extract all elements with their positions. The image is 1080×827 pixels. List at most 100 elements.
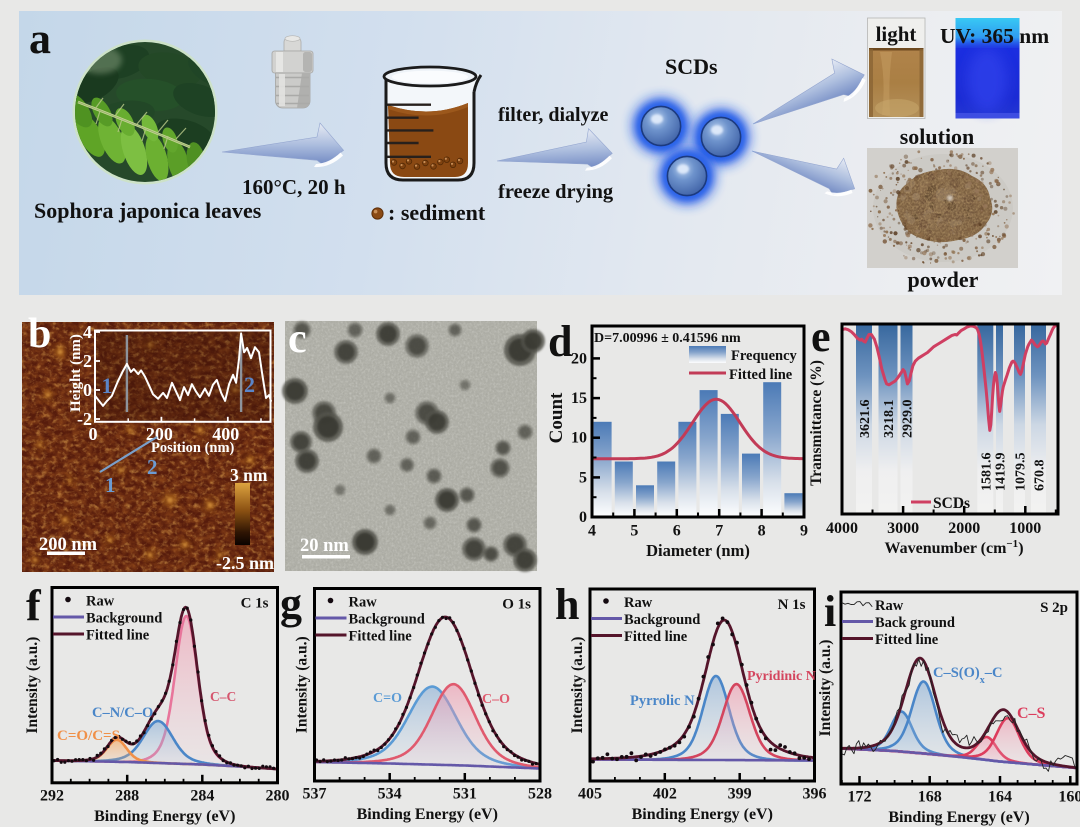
svg-text:402: 402 (653, 786, 677, 803)
svg-text:160°C, 20 h: 160°C, 20 h (242, 175, 346, 199)
svg-text:399: 399 (728, 786, 752, 803)
svg-text:5: 5 (630, 523, 638, 540)
svg-text:4: 4 (83, 322, 92, 342)
svg-text:1419.9: 1419.9 (994, 453, 1009, 492)
svg-text:Diameter (nm): Diameter (nm) (646, 541, 750, 560)
svg-text:2: 2 (147, 455, 158, 479)
svg-text:Fitted line: Fitted line (729, 367, 793, 383)
svg-text:0: 0 (579, 509, 587, 526)
svg-text:400: 400 (212, 424, 239, 444)
svg-text:1581.6: 1581.6 (979, 452, 994, 491)
svg-text:8: 8 (758, 523, 766, 540)
svg-text:O 1s: O 1s (502, 597, 531, 613)
svg-text:172: 172 (847, 789, 871, 806)
svg-text:solution: solution (900, 124, 975, 149)
svg-text:Back ground: Back ground (875, 615, 955, 631)
svg-text:Frequency: Frequency (731, 348, 798, 364)
svg-text:Raw: Raw (624, 595, 653, 611)
svg-text:Fitted line: Fitted line (875, 632, 939, 648)
svg-text:h: h (555, 580, 579, 629)
svg-text:Background: Background (624, 612, 700, 628)
svg-text:light: light (876, 22, 917, 46)
svg-text:i: i (824, 587, 836, 636)
svg-text:200 nm: 200 nm (39, 535, 98, 555)
svg-text:531: 531 (453, 786, 477, 803)
svg-text:freeze drying: freeze drying (498, 181, 614, 203)
svg-text:D=7.00996 ± 0.41596 nm: D=7.00996 ± 0.41596 nm (594, 331, 741, 346)
svg-text:0: 0 (83, 380, 92, 400)
svg-text:SCDs: SCDs (933, 495, 970, 512)
svg-text:288: 288 (115, 787, 139, 804)
svg-text:Binding Energy (eV): Binding Energy (eV) (888, 809, 1029, 826)
svg-text:b: b (28, 311, 51, 357)
svg-text:Fitted line: Fitted line (86, 628, 150, 644)
svg-text:Raw: Raw (349, 595, 378, 611)
svg-text:a: a (29, 14, 51, 63)
svg-text:3218.1: 3218.1 (882, 400, 897, 439)
svg-text:N 1s: N 1s (778, 597, 806, 613)
svg-text:280: 280 (266, 787, 290, 804)
svg-text:9: 9 (800, 523, 808, 540)
svg-text:534: 534 (378, 786, 402, 803)
svg-text:: sediment: : sediment (388, 200, 486, 225)
svg-text:10: 10 (571, 430, 587, 447)
svg-text:C–N/C–O: C–N/C–O (92, 705, 153, 721)
svg-text:Background: Background (349, 612, 425, 628)
svg-text:2: 2 (244, 372, 255, 397)
svg-text:filter, dialyze: filter, dialyze (498, 104, 608, 126)
svg-text:3000: 3000 (887, 520, 919, 537)
svg-text:3621.6: 3621.6 (858, 400, 873, 439)
svg-text:528: 528 (528, 786, 552, 803)
svg-text:4000: 4000 (826, 520, 858, 537)
svg-text:Binding Energy (eV): Binding Energy (eV) (632, 806, 773, 823)
svg-text:Binding Energy (eV): Binding Energy (eV) (94, 808, 235, 825)
svg-text:Binding Energy (eV): Binding Energy (eV) (357, 806, 498, 823)
svg-text:g: g (280, 579, 302, 628)
svg-text:Pyrrolic N: Pyrrolic N (630, 693, 695, 709)
svg-text:UV: 365 nm: UV: 365 nm (940, 24, 1049, 48)
svg-text:160: 160 (1058, 789, 1080, 806)
svg-text:d: d (548, 317, 572, 366)
svg-text:537: 537 (303, 786, 327, 803)
svg-text:c: c (288, 316, 307, 362)
svg-text:2929.0: 2929.0 (901, 400, 916, 439)
svg-text:Pyridinic N: Pyridinic N (747, 669, 816, 684)
svg-text:168: 168 (918, 789, 942, 806)
svg-text:S 2p: S 2p (1040, 600, 1068, 616)
svg-text:670.8: 670.8 (1033, 460, 1048, 492)
svg-text:284: 284 (190, 787, 214, 804)
svg-text:powder: powder (908, 267, 979, 292)
svg-text:-2: -2 (77, 409, 92, 429)
svg-text:Intensity (a.u.): Intensity (a.u.) (569, 637, 586, 734)
svg-text:Count: Count (546, 392, 567, 443)
svg-text:Raw: Raw (86, 594, 115, 610)
svg-text:Height (nm): Height (nm) (68, 334, 84, 412)
svg-text:Background: Background (86, 611, 162, 627)
svg-text:Intensity (a.u.): Intensity (a.u.) (817, 640, 834, 737)
svg-text:20 nm: 20 nm (300, 536, 349, 556)
svg-text:C=O: C=O (373, 691, 402, 706)
svg-text:396: 396 (803, 786, 827, 803)
svg-text:292: 292 (40, 787, 64, 804)
svg-text:SCDs: SCDs (665, 54, 718, 79)
svg-text:1: 1 (105, 473, 116, 497)
svg-text:4: 4 (588, 523, 596, 540)
svg-text:0: 0 (89, 424, 98, 444)
svg-text:C–S: C–S (1017, 705, 1046, 722)
svg-text:Sophora japonica leaves: Sophora japonica leaves (34, 198, 262, 223)
svg-text:-2.5 nm: -2.5 nm (216, 553, 274, 573)
svg-text:C 1s: C 1s (241, 596, 269, 612)
svg-text:Fitted line: Fitted line (624, 629, 688, 645)
svg-text:2: 2 (83, 351, 92, 371)
svg-text:Intensity (a.u.): Intensity (a.u.) (24, 637, 41, 734)
svg-text:1: 1 (102, 373, 113, 398)
svg-text:f: f (26, 581, 42, 630)
svg-text:C–S(O)x–C: C–S(O)x–C (933, 665, 1002, 686)
svg-text:15: 15 (571, 390, 587, 407)
svg-text:1000: 1000 (1009, 520, 1041, 537)
svg-text:164: 164 (988, 789, 1012, 806)
svg-text:2000: 2000 (948, 520, 980, 537)
svg-text:Wavenumber (cm−1): Wavenumber (cm−1) (884, 538, 1023, 557)
svg-text:405: 405 (578, 786, 602, 803)
svg-text:C–O: C–O (482, 692, 510, 707)
